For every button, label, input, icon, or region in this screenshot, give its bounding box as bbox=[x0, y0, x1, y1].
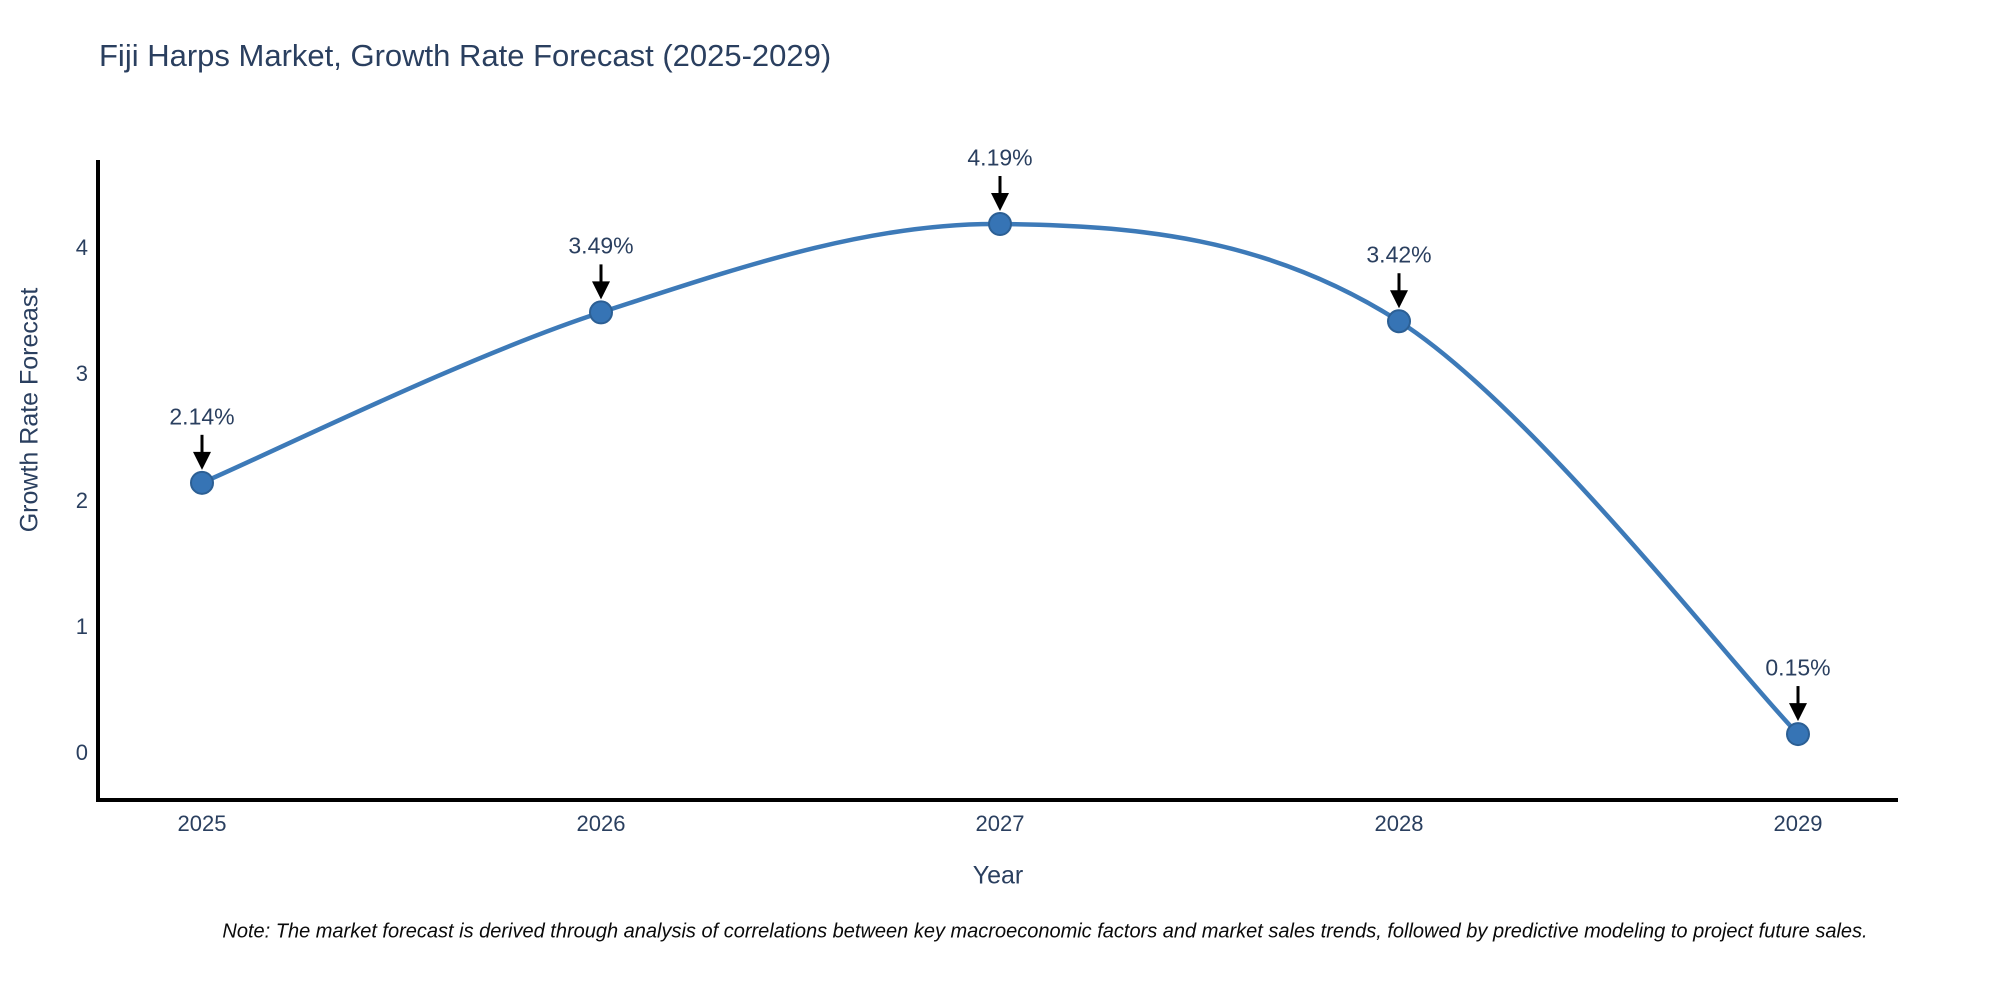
data-point-marker bbox=[988, 212, 1012, 237]
y-tick-label: 0 bbox=[75, 740, 88, 765]
point-value-label: 4.19% bbox=[967, 144, 1033, 171]
x-tick-label: 2026 bbox=[576, 811, 626, 836]
y-tick-label: 2 bbox=[75, 487, 88, 513]
annotation-arrow-head bbox=[592, 281, 610, 300]
y-tick-label: 1 bbox=[75, 613, 88, 639]
point-value-label: 3.42% bbox=[1366, 241, 1432, 268]
x-tick-label: 2028 bbox=[1374, 811, 1424, 836]
data-point-marker bbox=[190, 470, 214, 495]
x-tick-label: 2029 bbox=[1773, 811, 1823, 836]
x-tick-label: 2025 bbox=[177, 811, 227, 836]
footnote: Note: The market forecast is derived thr… bbox=[222, 920, 1868, 943]
data-point-marker bbox=[1387, 309, 1411, 334]
annotation-arrow-head bbox=[1789, 703, 1807, 722]
annotation-arrow-head bbox=[1390, 290, 1408, 309]
y-tick-label: 4 bbox=[75, 235, 88, 260]
forecast-line bbox=[199, 221, 1801, 737]
x-axis-title: Year bbox=[972, 861, 1024, 890]
y-tick-label: 3 bbox=[75, 361, 88, 387]
x-tick-label: 2027 bbox=[975, 811, 1025, 836]
chart-title: Fiji Harps Market, Growth Rate Forecast … bbox=[99, 38, 832, 73]
data-point-marker bbox=[589, 300, 613, 325]
annotation-arrow-head bbox=[991, 193, 1009, 212]
point-value-label: 3.49% bbox=[568, 232, 634, 259]
annotation-arrow-head bbox=[193, 451, 211, 470]
data-point-marker bbox=[1786, 722, 1810, 747]
point-value-label: 2.14% bbox=[169, 403, 235, 430]
point-value-label: 0.15% bbox=[1765, 654, 1831, 681]
